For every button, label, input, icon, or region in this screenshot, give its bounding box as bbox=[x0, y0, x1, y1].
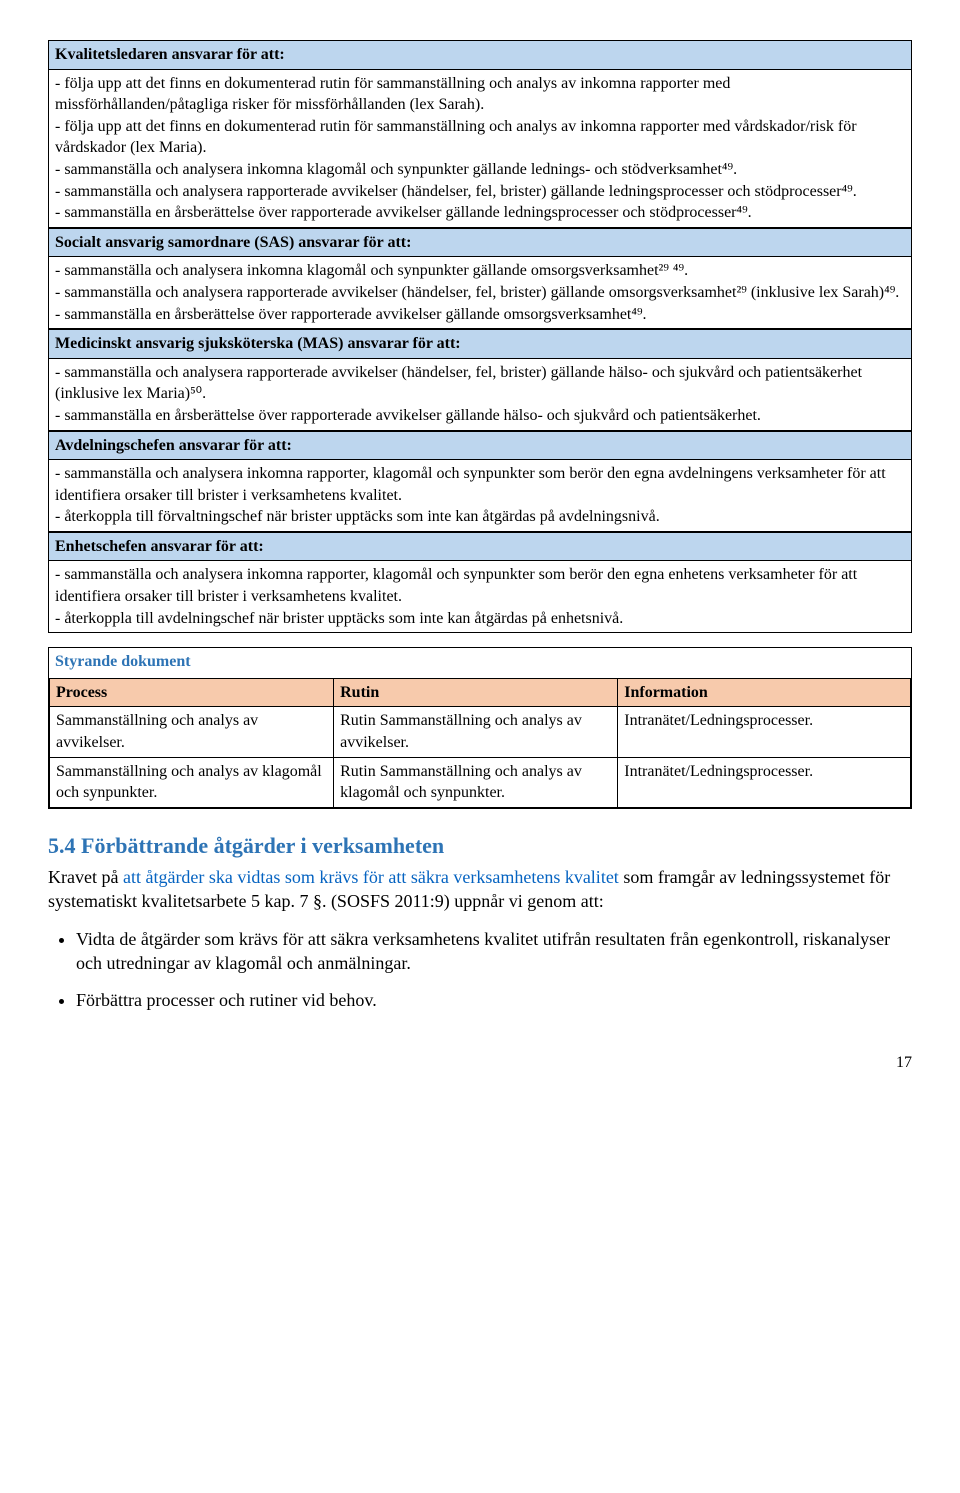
section-header: Avdelningschefen ansvarar för att: bbox=[49, 431, 911, 461]
cell: Intranätet/Ledningsprocesser. bbox=[618, 707, 911, 757]
cell: Sammanställning och analys av avvikelser… bbox=[50, 707, 334, 757]
section-header: Medicinskt ansvarig sjuksköterska (MAS) … bbox=[49, 329, 911, 359]
table-row: Sammanställning och analys av klagomål o… bbox=[50, 757, 911, 807]
section-header: Kvalitetsledaren ansvarar för att: bbox=[49, 41, 911, 70]
table-header-row: Process Rutin Information bbox=[50, 678, 911, 707]
col-info: Information bbox=[618, 678, 911, 707]
col-process: Process bbox=[50, 678, 334, 707]
page-number: 17 bbox=[48, 1052, 912, 1074]
section-mas: Medicinskt ansvarig sjuksköterska (MAS) … bbox=[49, 329, 911, 430]
responsibility-box: Kvalitetsledaren ansvarar för att: - föl… bbox=[48, 40, 912, 633]
cell: Rutin Sammanställning och analys av avvi… bbox=[334, 707, 618, 757]
section-sas: Socialt ansvarig samordnare (SAS) ansvar… bbox=[49, 228, 911, 329]
intro-paragraph: Kravet på att åtgärder ska vidtas som kr… bbox=[48, 865, 912, 914]
section-content: - sammanställa och analysera rapporterad… bbox=[49, 359, 911, 431]
table-row: Sammanställning och analys av avvikelser… bbox=[50, 707, 911, 757]
docs-table-wrapper: Styrande dokument Process Rutin Informat… bbox=[48, 647, 912, 809]
section-header: Enhetschefen ansvarar för att: bbox=[49, 532, 911, 562]
cell: Rutin Sammanställning och analys av klag… bbox=[334, 757, 618, 807]
section-kvalitetsledare: Kvalitetsledaren ansvarar för att: - föl… bbox=[49, 41, 911, 228]
list-item: Vidta de åtgärder som krävs för att säkr… bbox=[76, 927, 912, 976]
cell: Intranätet/Ledningsprocesser. bbox=[618, 757, 911, 807]
section-content: - följa upp att det finns en dokumentera… bbox=[49, 70, 911, 228]
list-item: Förbättra processer och rutiner vid beho… bbox=[76, 988, 912, 1012]
cell: Sammanställning och analys av klagomål o… bbox=[50, 757, 334, 807]
docs-table: Process Rutin Information Sammanställnin… bbox=[49, 678, 911, 808]
section-content: - sammanställa och analysera inkomna kla… bbox=[49, 257, 911, 329]
section-header: Socialt ansvarig samordnare (SAS) ansvar… bbox=[49, 228, 911, 258]
docs-title: Styrande dokument bbox=[49, 648, 911, 676]
section-5-4-title: 5.4 Förbättrande åtgärder i verksamheten bbox=[48, 831, 912, 861]
section-content: - sammanställa och analysera inkomna rap… bbox=[49, 561, 911, 632]
section-content: - sammanställa och analysera inkomna rap… bbox=[49, 460, 911, 532]
bullet-list: Vidta de åtgärder som krävs för att säkr… bbox=[76, 927, 912, 1012]
col-rutin: Rutin bbox=[334, 678, 618, 707]
section-enhetschef: Enhetschefen ansvarar för att: - sammans… bbox=[49, 532, 911, 632]
intro-link[interactable]: att åtgärder ska vidtas som krävs för at… bbox=[123, 867, 619, 887]
section-avdelningschef: Avdelningschefen ansvarar för att: - sam… bbox=[49, 431, 911, 532]
intro-pre: Kravet på bbox=[48, 867, 123, 887]
